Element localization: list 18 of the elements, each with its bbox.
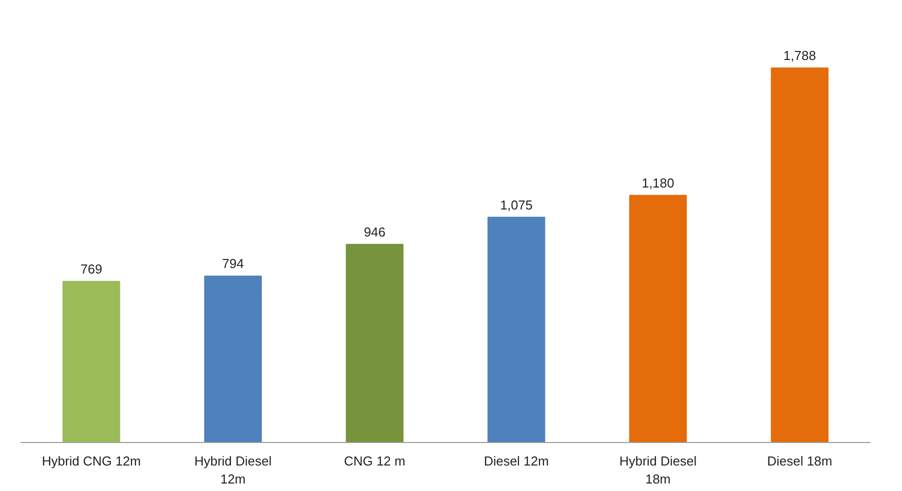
bar — [770, 67, 828, 442]
x-tick-label: Hybrid CNG 12m — [42, 454, 141, 468]
bar — [488, 216, 546, 442]
bar — [346, 244, 404, 442]
data-label: 946 — [364, 224, 386, 240]
x-tick-label: Hybrid Diesel 18m — [619, 454, 697, 486]
x-tick-label: CNG 12 m — [344, 454, 406, 468]
data-label: 1,180 — [642, 175, 674, 190]
x-tick-label: Hybrid Diesel 12m — [194, 454, 272, 486]
data-label: 769 — [80, 261, 102, 276]
data-label: 1,075 — [500, 197, 533, 212]
bar — [62, 280, 120, 442]
x-tick-label: Diesel 12m — [484, 454, 549, 468]
bar — [629, 194, 687, 442]
data-label: 1,788 — [783, 48, 816, 63]
bar — [204, 276, 262, 442]
data-label: 794 — [222, 256, 244, 272]
x-tick-label: Diesel 18m — [767, 454, 832, 468]
